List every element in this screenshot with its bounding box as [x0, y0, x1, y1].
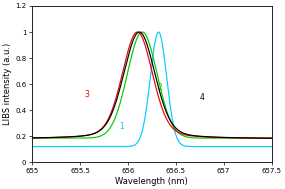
Text: 3: 3	[84, 90, 89, 99]
X-axis label: Wavelength (nm): Wavelength (nm)	[115, 177, 188, 186]
Text: 1: 1	[119, 122, 123, 131]
Text: 2: 2	[157, 83, 162, 92]
Y-axis label: LIBS intensity (a.u.): LIBS intensity (a.u.)	[3, 43, 13, 125]
Text: 4: 4	[199, 93, 204, 102]
